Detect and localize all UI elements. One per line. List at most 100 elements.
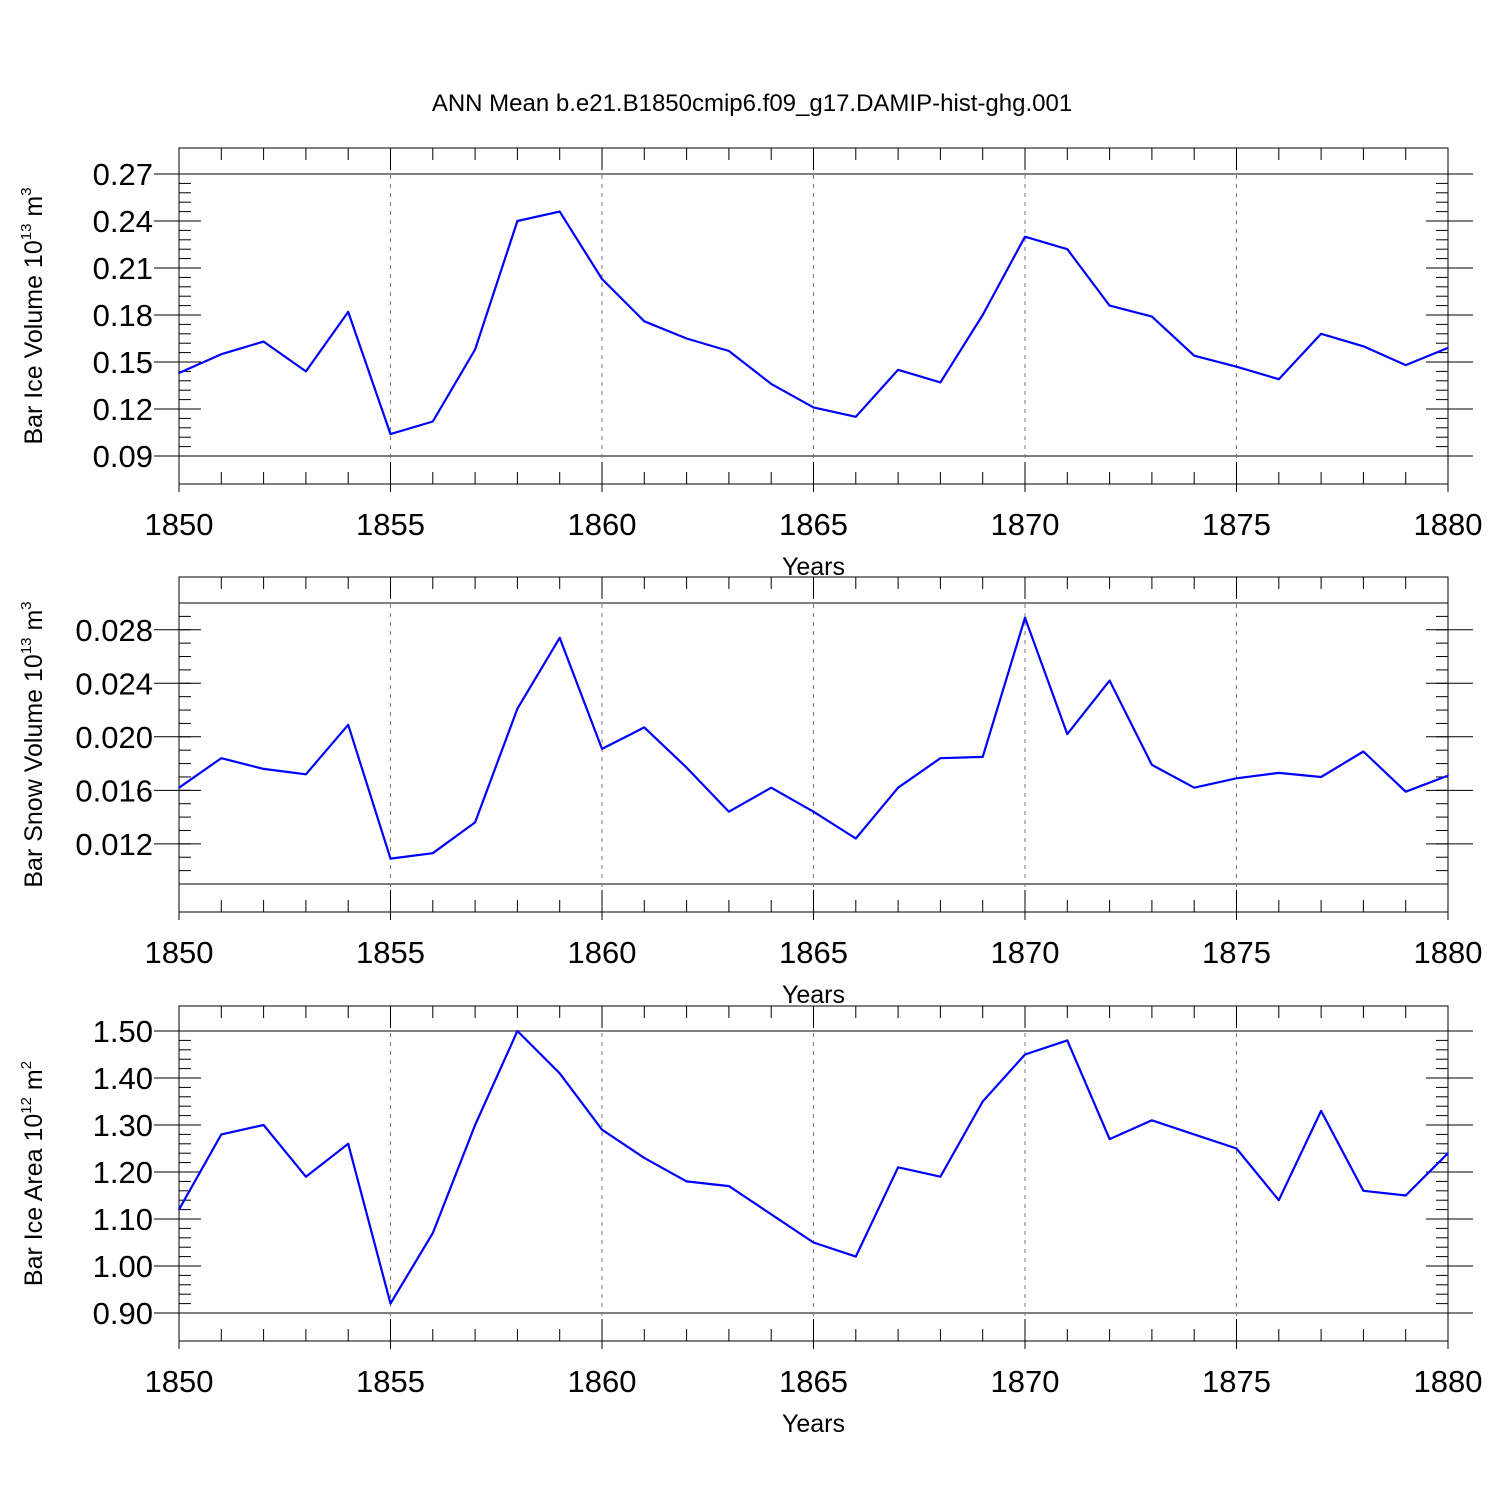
y-tick-label: 0.12 [93,392,153,427]
data-point [1024,616,1026,619]
data-point [389,433,392,435]
data-point [305,370,307,373]
data-point [474,1124,476,1126]
data-point [1108,304,1111,307]
x-tick-label: 1850 [145,1364,214,1399]
data-point [516,707,519,710]
data-point [728,810,730,813]
y-tick-label: 1.00 [93,1249,153,1284]
data-point [262,1124,265,1126]
panel-3: 0.90 1.00 1.10 1.20 1.30 1.40 1.50 1850 1855 1860… [18,1005,1483,1438]
y-tick-label: 1.10 [93,1202,153,1237]
y-tick-label: 1.30 [93,1108,153,1143]
x-tick-label: 1850 [145,935,214,970]
data-point [855,1255,857,1258]
data-point [432,420,434,423]
x-axis-label: Years [782,553,845,581]
data-point [1447,774,1449,777]
x-axis-label: Years [782,981,845,1009]
data-point [1066,733,1069,735]
y-axis-label: Bar Ice Area 1012 m2 [18,1061,48,1286]
data-point [1404,790,1407,793]
data-point [178,1208,180,1211]
data-point [643,320,646,323]
data-point [347,311,350,313]
y-tick-label: 1.50 [93,1014,153,1049]
x-tick-label: 1880 [1414,935,1483,970]
data-point [981,1100,984,1103]
data-point [1404,1194,1407,1197]
data-point [981,314,984,316]
y-tick-label: 0.21 [93,251,153,286]
y-tick-label: 0.016 [75,773,153,808]
y-axis-label: Bar Snow Volume 1013 m3 [18,601,48,887]
data-point [558,1072,561,1075]
data-point [855,837,857,840]
data-point [474,821,476,824]
data-point [897,1166,899,1169]
x-tick-label: 1865 [779,507,848,542]
data-point [812,406,815,409]
data-point [432,1232,434,1234]
data-point [1066,1039,1069,1042]
y-tick-label: 0.24 [93,204,153,239]
data-point [770,1213,772,1216]
x-tick-label: 1875 [1202,1364,1271,1399]
data-point [432,852,434,855]
data-point [1193,354,1195,357]
x-tick-label: 1855 [356,1364,425,1399]
data-point [897,786,899,789]
data-point [770,383,772,385]
x-tick-label: 1870 [991,1364,1060,1399]
data-point [1235,1147,1238,1150]
data-point [1278,378,1280,381]
data-point [601,1128,603,1131]
y-tick-label: 0.18 [93,298,153,333]
x-tick-label: 1865 [779,1364,848,1399]
x-tick-label: 1875 [1202,935,1271,970]
panel-1: 0.09 0.12 0.15 0.18 0.21 0.24 0.27 1850 1855 1860… [18,147,1482,581]
data-point [855,416,857,418]
data-point [262,340,265,343]
x-tick-label: 1880 [1414,1364,1483,1399]
data-point [643,1157,646,1159]
data-point [220,1133,223,1136]
x-tick-label: 1860 [568,507,637,542]
x-tick-label: 1860 [568,935,637,970]
data-point [1235,777,1238,780]
data-point [389,857,392,860]
y-axis-label: Bar Ice Volume 1013 m3 [18,187,48,444]
x-tick-label: 1865 [779,935,848,970]
data-point [939,1175,942,1178]
data-point [347,1143,350,1145]
y-tick-label: 0.028 [75,613,153,648]
data-point [1447,1152,1449,1154]
data-point [728,350,730,352]
data-point [474,348,476,351]
x-tick-label: 1855 [356,935,425,970]
data-point [1108,1138,1111,1140]
y-tick-label: 1.20 [93,1155,153,1190]
plot-frame [178,576,1449,913]
data-point [601,748,603,750]
data-point [1320,333,1322,335]
data-point [685,1180,688,1183]
data-point [347,723,350,726]
data-point [178,372,180,374]
data-point [601,278,603,280]
data-point [516,220,519,222]
data-point [685,766,688,769]
panel-2: 0.012 0.016 0.020 0.024 0.028 1850 1855 1860 186… [18,576,1483,1009]
data-point [1404,364,1407,366]
y-tick-label: 1.40 [93,1061,153,1096]
x-axis-label: Years [782,1410,845,1438]
data-point [1066,248,1069,250]
data-point [812,810,815,813]
x-tick-label: 1870 [991,507,1060,542]
data-point [981,756,984,758]
data-point [262,768,265,770]
data-point [897,369,899,371]
x-tick-label: 1875 [1202,507,1271,542]
data-point [1320,776,1322,778]
data-point [305,773,307,776]
